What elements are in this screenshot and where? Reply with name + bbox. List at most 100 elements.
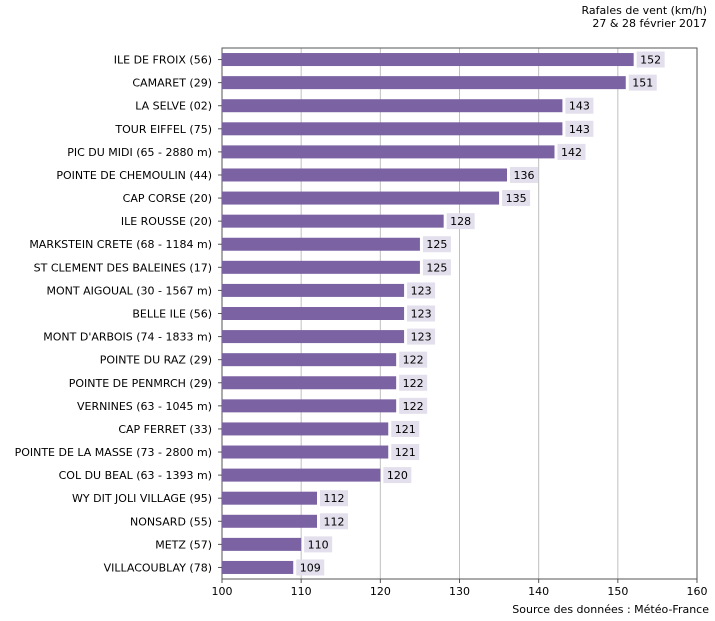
x-tick-label: 140 (528, 585, 549, 598)
category-label: CAP FERRET (33) (118, 423, 212, 436)
data-label-background (422, 259, 451, 276)
data-label-background (565, 97, 594, 114)
bar (222, 260, 420, 274)
category-label: POINTE DE CHEMOULIN (44) (56, 169, 212, 182)
data-source-note: Source des données : Météo-France (512, 603, 709, 616)
data-label-background (407, 305, 436, 322)
data-label: 121 (395, 446, 416, 459)
data-label-background (296, 559, 325, 576)
category-label: PIC DU MIDI (65 - 2880 m) (67, 146, 212, 159)
data-label: 109 (300, 561, 321, 574)
category-label: ST CLEMENT DES BALEINES (17) (34, 261, 212, 274)
data-label-background (422, 236, 451, 253)
chart-title-block: Rafales de vent (km/h) 27 & 28 février 2… (582, 4, 707, 30)
bar (222, 307, 405, 320)
data-label: 151 (632, 77, 653, 90)
category-label: POINTE DU RAZ (29) (100, 354, 212, 367)
x-tick-label: 150 (607, 585, 628, 598)
data-label-background (557, 143, 586, 160)
category-label: WY DIT JOLI VILLAGE (95) (72, 492, 212, 505)
bar (222, 168, 507, 182)
category-label: CAMARET (29) (132, 77, 212, 90)
data-label: 112 (324, 515, 345, 528)
data-label: 128 (450, 215, 471, 228)
data-label-background (628, 74, 657, 91)
data-label: 122 (403, 377, 424, 390)
data-label-background (510, 166, 538, 183)
data-label: 125 (426, 261, 447, 274)
data-label: 142 (561, 146, 582, 159)
category-label: ILE DE FROIX (56) (114, 54, 212, 67)
data-label-background (320, 513, 348, 530)
bar (222, 283, 405, 297)
bar (222, 514, 317, 528)
data-label: 152 (640, 54, 661, 67)
data-label-background (636, 51, 665, 68)
category-label: ILE ROUSSE (20) (121, 215, 212, 228)
data-label: 143 (569, 100, 590, 113)
bar (222, 330, 405, 344)
data-label-background (502, 190, 531, 207)
category-label: POINTE DE LA MASSE (73 - 2800 m) (15, 446, 212, 459)
data-label-background (407, 328, 436, 345)
bar (222, 237, 420, 251)
bar (222, 191, 500, 205)
data-label-background (399, 351, 428, 368)
category-label: CAP CORSE (20) (123, 192, 212, 205)
bar (222, 214, 444, 228)
data-label-background (320, 490, 348, 507)
data-label: 122 (403, 354, 424, 367)
category-label: NONSARD (55) (130, 515, 212, 528)
data-label-background (399, 397, 428, 414)
category-label: LA SELVE (02) (135, 100, 212, 113)
bar (222, 76, 626, 90)
bar (222, 122, 563, 136)
bar (222, 491, 317, 505)
data-label-background (399, 374, 428, 391)
data-label: 120 (387, 469, 408, 482)
category-label: POINTE DE PENMRCH (29) (69, 377, 212, 390)
category-label: TOUR EIFFEL (75) (114, 123, 212, 136)
data-label: 112 (324, 492, 345, 505)
bar (222, 99, 563, 113)
bar (222, 468, 381, 482)
bar (222, 560, 294, 574)
data-label: 125 (426, 238, 447, 251)
bar (222, 145, 555, 159)
bar (222, 445, 389, 459)
data-label-background (391, 420, 420, 437)
category-label: MARKSTEIN CRETE (68 - 1184 m) (29, 238, 212, 251)
x-tick-label: 120 (370, 585, 391, 598)
data-label: 143 (569, 123, 590, 136)
data-label: 135 (506, 192, 527, 205)
x-tick-label: 160 (687, 585, 708, 598)
category-label: VILLACOUBLAY (78) (104, 561, 212, 574)
data-label-background (565, 120, 594, 137)
data-label: 110 (308, 538, 329, 551)
x-tick-label: 100 (212, 585, 233, 598)
data-label-background (391, 444, 420, 461)
data-label: 123 (411, 284, 432, 297)
chart-title: Rafales de vent (km/h) (581, 4, 707, 17)
bar (222, 399, 397, 413)
category-label: METZ (57) (155, 538, 212, 551)
data-label: 123 (411, 331, 432, 344)
data-label-background (446, 213, 475, 230)
data-label-background (304, 536, 333, 553)
chart-subtitle: 27 & 28 février 2017 (592, 17, 707, 30)
data-label: 121 (395, 423, 416, 436)
data-label-background (383, 467, 412, 484)
bar (222, 376, 397, 390)
data-label: 122 (403, 400, 424, 413)
category-label: MONT D'ARBOIS (74 - 1833 m) (43, 331, 212, 344)
category-label: VERNINES (63 - 1045 m) (77, 400, 212, 413)
data-label: 123 (411, 308, 432, 321)
category-label: MONT AIGOUAL (30 - 1567 m) (47, 284, 213, 297)
x-tick-label: 110 (291, 585, 312, 598)
category-label: BELLE ILE (56) (132, 308, 212, 321)
bar (222, 537, 302, 551)
bar (222, 353, 397, 367)
x-tick-label: 130 (449, 585, 470, 598)
category-label: COL DU BEAL (63 - 1393 m) (59, 469, 212, 482)
